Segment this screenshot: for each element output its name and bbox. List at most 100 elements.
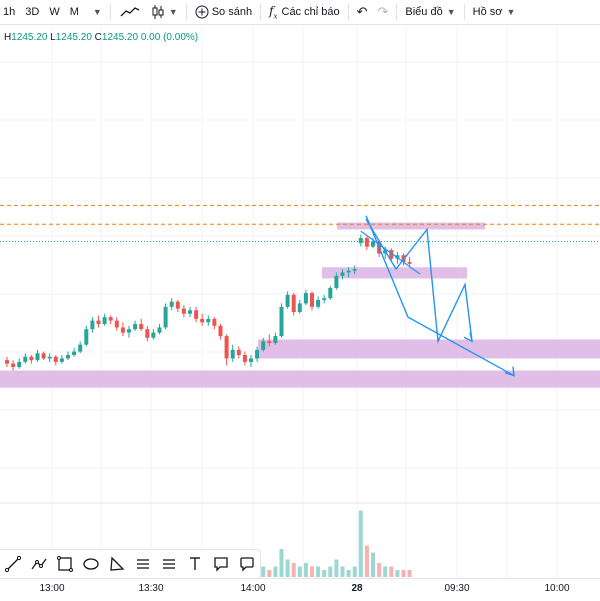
supply-demand-zone — [337, 222, 485, 230]
tool-path[interactable] — [26, 551, 52, 577]
high-value: 1245.20 — [11, 32, 48, 43]
undo-icon: ↶ — [356, 4, 368, 19]
candle-body — [102, 317, 107, 325]
candle-icon — [152, 5, 164, 19]
timeframe-3d[interactable]: 3D — [25, 6, 40, 18]
volume-bar — [377, 563, 382, 577]
high-key: H — [4, 32, 12, 43]
low-key: L — [50, 32, 56, 43]
candle-body — [169, 301, 174, 307]
redo-button[interactable]: ↷ — [373, 0, 394, 24]
drawing-toolbar — [0, 549, 261, 579]
volume-bar — [285, 559, 290, 577]
channel-line — [360, 230, 421, 275]
tool-callout[interactable] — [208, 551, 234, 577]
candle-body — [358, 238, 363, 244]
time-label: 13:00 — [39, 583, 65, 594]
undo-button[interactable]: ↶ — [352, 0, 373, 24]
candle-body — [11, 363, 16, 368]
chevron-down-icon: ▼ — [506, 7, 516, 17]
candle-body — [218, 325, 223, 337]
candle-body — [200, 318, 205, 323]
candle-body — [322, 298, 327, 300]
timeframe-1h[interactable]: 1h — [3, 6, 16, 18]
volume-bar — [279, 549, 284, 577]
volume-bar — [407, 570, 412, 577]
volume-bar — [358, 510, 363, 577]
candle-body — [145, 329, 150, 338]
candle-body — [364, 238, 369, 247]
volume-bar — [310, 566, 314, 577]
tool-note[interactable] — [234, 551, 260, 577]
candle-body — [96, 320, 101, 325]
toolbar-divider — [463, 4, 465, 20]
line-chart-button[interactable] — [114, 0, 146, 24]
candle-body — [352, 269, 357, 271]
candle-body — [84, 329, 89, 345]
volume-bar — [383, 566, 388, 577]
time-label: 10:00 — [544, 583, 570, 594]
long-position-icon — [137, 559, 149, 569]
chart-template-button[interactable]: Biểu đồ ▼ — [400, 0, 460, 24]
candle-body — [212, 318, 217, 326]
volume-bar — [328, 566, 333, 577]
note-icon — [240, 557, 254, 572]
candle-body — [17, 361, 22, 368]
candle-body — [273, 336, 278, 343]
volume-bar — [389, 566, 394, 577]
close-value: 1245.20 — [101, 32, 139, 43]
volume-bar — [297, 566, 302, 577]
candle-body — [175, 301, 180, 309]
profile-label: Hồ sơ — [472, 6, 503, 18]
projection-path — [365, 218, 473, 344]
volume-bar — [340, 566, 345, 577]
chevron-down-icon: ▼ — [168, 7, 178, 17]
close-key: C — [94, 32, 102, 43]
volume-bar — [346, 570, 351, 577]
time-label: 09:30 — [444, 583, 470, 594]
candle-body — [261, 341, 266, 350]
timeframe-m[interactable]: M — [69, 6, 79, 18]
candle-body — [139, 324, 144, 330]
candle-body — [285, 294, 290, 307]
candle-body — [108, 317, 113, 321]
volume-bar — [316, 566, 321, 577]
candle-body — [279, 306, 284, 337]
candle-body — [59, 358, 64, 362]
tool-trend-line[interactable] — [0, 551, 26, 577]
candle-body — [242, 355, 247, 362]
candle-body — [316, 299, 321, 307]
compare-label: So sánh — [211, 6, 253, 18]
volume-bar — [322, 570, 327, 577]
candle-body — [66, 355, 70, 359]
projection-path — [365, 215, 515, 377]
timeframe-w[interactable]: W — [49, 6, 60, 18]
chevron-down-icon: ▼ — [446, 7, 456, 17]
candle-body — [267, 341, 272, 343]
tool-rectangle[interactable] — [52, 551, 78, 577]
plus-circle-icon — [195, 5, 209, 19]
volume-bar — [395, 570, 400, 577]
candle-chart-button[interactable]: ▼ — [146, 0, 183, 24]
compare-button[interactable]: So sánh — [190, 0, 257, 24]
candle-body — [47, 356, 52, 359]
tool-short-position[interactable] — [156, 551, 182, 577]
time-axis[interactable]: 13:00 13:30 14:00 28 09:30 10:00 — [0, 578, 600, 601]
tool-triangle[interactable] — [104, 551, 130, 577]
tool-ellipse[interactable] — [78, 551, 104, 577]
profile-button[interactable]: Hồ sơ ▼ — [468, 0, 521, 24]
candle-body — [41, 353, 46, 359]
candle-body — [230, 349, 235, 359]
candle-body — [163, 306, 168, 328]
indicators-label: Các chỉ báo — [281, 6, 340, 18]
tool-text[interactable] — [182, 551, 208, 577]
candle-body — [303, 293, 308, 304]
tool-long-position[interactable] — [130, 551, 156, 577]
indicators-button[interactable]: fx Các chỉ báo — [264, 0, 345, 24]
function-icon: fx — [269, 3, 278, 21]
timeframe-menu[interactable]: ▼ — [84, 0, 107, 24]
candle-body — [206, 318, 211, 323]
change-value: 0.00 (0.00%) — [140, 32, 199, 43]
candle-body — [395, 255, 400, 259]
